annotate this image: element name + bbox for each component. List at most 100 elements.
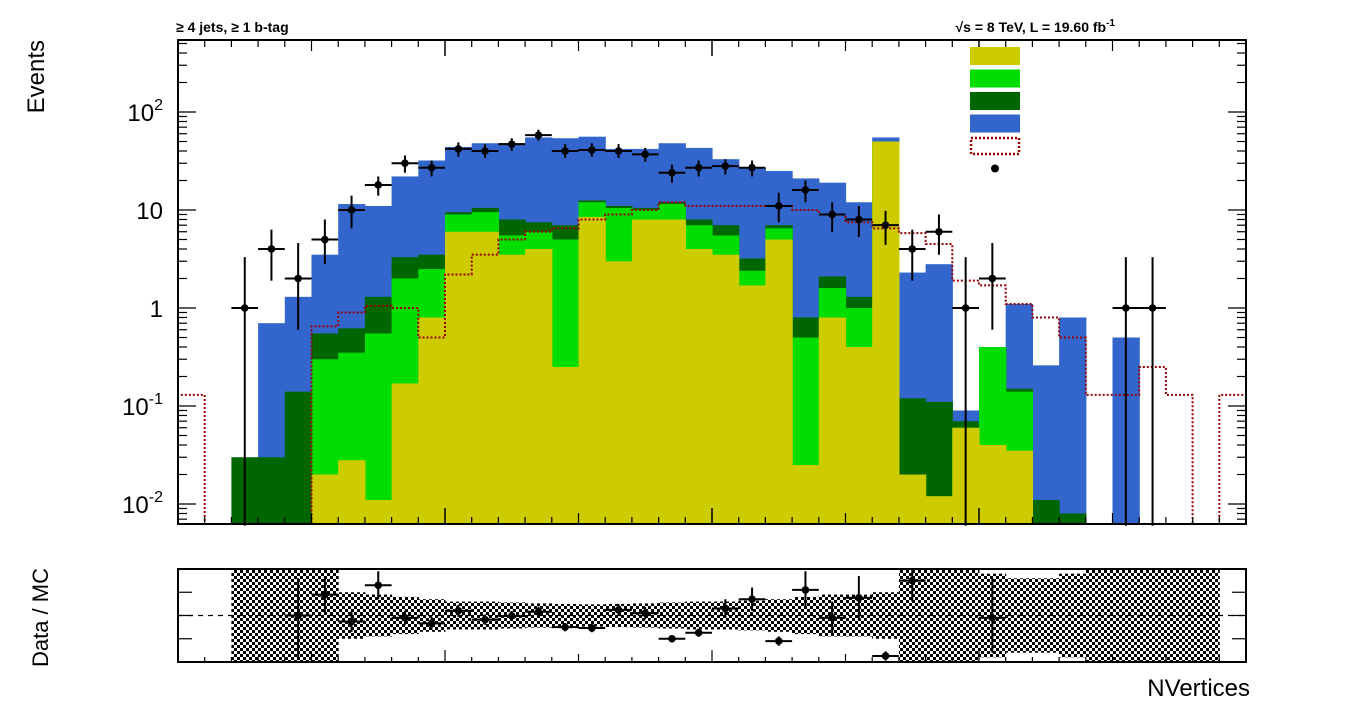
bar-qcd (311, 474, 339, 524)
data-point (668, 168, 676, 177)
ratio-point (748, 595, 756, 604)
ratio-point (374, 581, 383, 590)
bar-qcd (605, 261, 633, 524)
ratio-point (881, 652, 890, 660)
data-point (801, 186, 810, 194)
y-tick-label: 1 (150, 296, 163, 323)
data-point (534, 131, 543, 139)
data-point (561, 147, 569, 155)
data-point (855, 215, 863, 224)
susy-outline (178, 201, 1246, 524)
y-tick-exponent: 2 (154, 97, 163, 114)
data-point (881, 221, 890, 229)
ratio-point (534, 607, 543, 616)
uncertainty-band-bin (551, 603, 579, 628)
bar-zjets (1032, 499, 1060, 524)
uncertainty-band-bin (1112, 569, 1140, 662)
bar-qcd (685, 248, 713, 524)
bar-qcd (1005, 450, 1033, 524)
data-point (694, 163, 703, 172)
bar-qcd (898, 474, 927, 524)
sqrt-s-symbol: √s (955, 19, 971, 35)
bar-qcd (818, 317, 847, 524)
ratio-point (774, 637, 783, 645)
uncertainty-band-bin (952, 569, 980, 662)
data-point (721, 162, 730, 170)
bar-top (1059, 317, 1087, 524)
selection-label: ≥ 4 jets, ≥ 1 b-tag (176, 19, 289, 35)
bar-qcd (738, 285, 766, 524)
y-axis-label: Events (23, 40, 50, 113)
bar-qcd (578, 216, 606, 524)
bar-zjets (1059, 513, 1087, 524)
legend (969, 47, 1021, 173)
uncertainty-band-bin (1032, 578, 1060, 653)
ratio-points (284, 569, 1006, 661)
bar-qcd (979, 444, 1007, 524)
legend-swatch-susy (969, 136, 1021, 156)
bar-zjets (284, 391, 313, 524)
data-point (1148, 304, 1157, 312)
uncertainty-band-bin (872, 592, 900, 639)
y-tick-value: 10 (136, 198, 163, 225)
ratio-point (694, 628, 703, 637)
legend-swatch-top (970, 114, 1020, 133)
data-point (481, 147, 489, 155)
susy-histogram (178, 201, 1246, 524)
bar-qcd (631, 219, 660, 524)
data-point (961, 304, 970, 312)
y-tick-label: 10-1 (122, 391, 163, 421)
ratio-point (908, 576, 917, 585)
data-point (748, 163, 756, 172)
bar-qcd (551, 367, 580, 524)
data-point (774, 202, 783, 210)
ratio-point (401, 614, 409, 622)
data-point (507, 140, 516, 148)
bar-wjets (364, 333, 393, 524)
ratio-point (641, 609, 650, 617)
data-point (321, 235, 329, 244)
ratio-point (507, 612, 516, 620)
ratio-point (988, 614, 997, 622)
bar-qcd (391, 383, 419, 524)
data-point (374, 181, 383, 189)
uncertainty-band-bin (231, 569, 259, 662)
ratio-point (614, 606, 623, 614)
ratio-point (588, 624, 596, 632)
data-points (231, 129, 1166, 526)
ratio-point (294, 611, 302, 620)
bar-qcd (872, 141, 900, 524)
bar-qcd (338, 460, 366, 524)
bar-qcd (712, 254, 740, 524)
data-point (614, 147, 623, 155)
bar-qcd (845, 346, 873, 524)
data-point (988, 274, 997, 283)
data-point (454, 145, 463, 153)
data-point (828, 210, 836, 219)
y-tick-exponent: -2 (149, 489, 163, 506)
bar-qcd (925, 496, 953, 524)
legend-marker-data (991, 164, 999, 173)
ratio-point (561, 623, 569, 631)
data-point (267, 245, 276, 253)
data-point (347, 206, 356, 214)
ratio-y-axis-label: Data / MC (28, 568, 53, 667)
data-point (427, 163, 436, 172)
ratio-point (481, 615, 489, 624)
y-tick-label: 10 (136, 198, 163, 225)
bar-zjets (258, 457, 286, 524)
ratio-point (321, 590, 329, 599)
ratio-point (427, 619, 436, 628)
data-point (401, 159, 409, 168)
lumi-label: √s = 8 TeV, L = 19.60 fb-1 (955, 18, 1115, 35)
ratio-point (347, 617, 356, 626)
bar-top (1032, 365, 1060, 524)
data-point (294, 274, 302, 283)
ratio-point (855, 594, 863, 602)
bar-qcd (498, 254, 526, 524)
data-point (588, 146, 596, 154)
legend-swatch-wjets (970, 69, 1020, 88)
data-point (641, 150, 650, 159)
ratio-point (828, 614, 836, 622)
